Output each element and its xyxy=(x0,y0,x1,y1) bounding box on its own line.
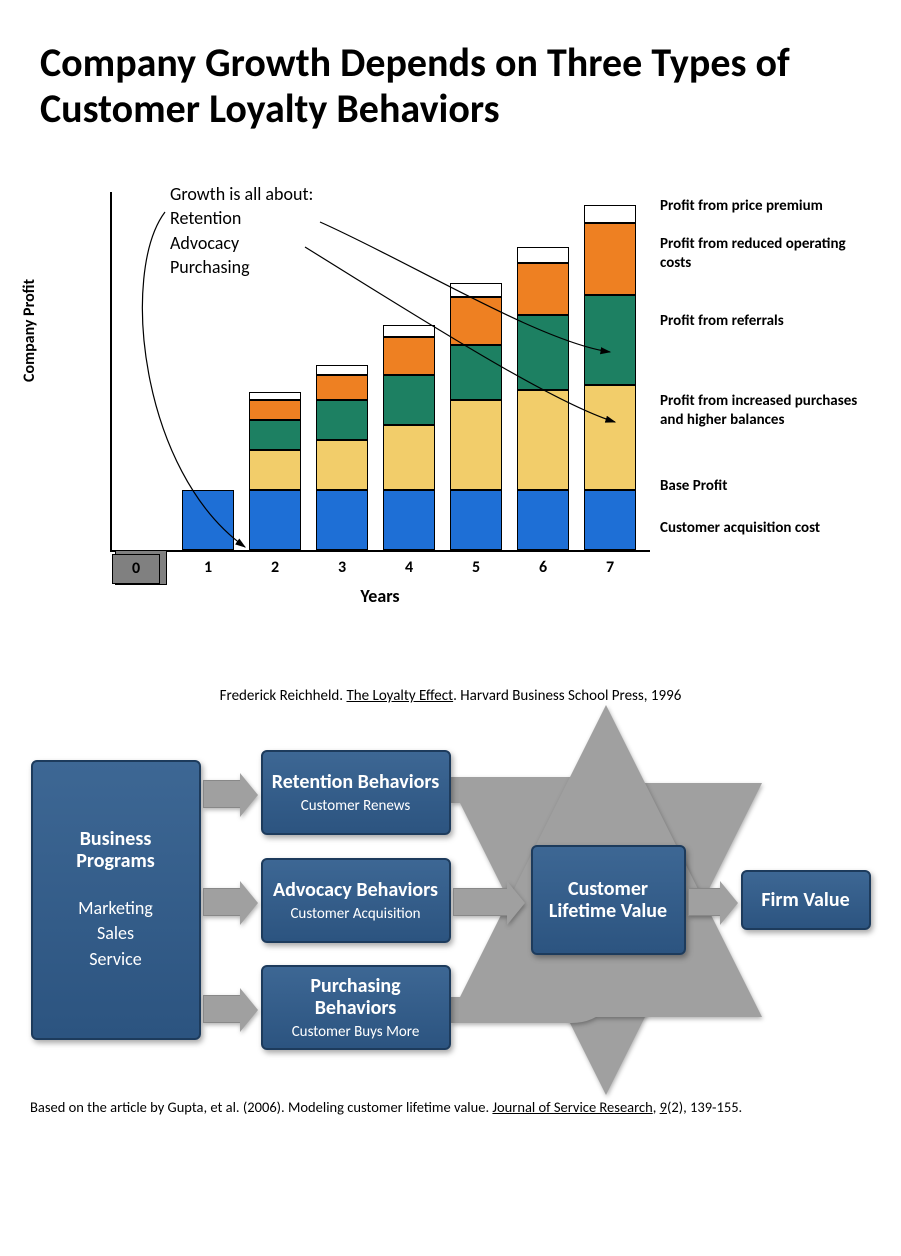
caption-post: . Harvard Business School Press, 1996 xyxy=(453,687,681,705)
caption2-pre: Based on the article by Gupta, et al. (2… xyxy=(30,1098,492,1116)
plot-area: 01234567 Years Growth is all about: Rete… xyxy=(110,192,650,582)
arrow-h-4 xyxy=(688,888,721,916)
legend-base: Base Profit xyxy=(660,477,870,496)
caption2-mid: , xyxy=(653,1098,660,1116)
caption-pre: Frederick Reichheld. xyxy=(220,687,347,705)
x-ticks: 0 1234567 xyxy=(110,554,650,582)
node-adv: Advocacy BehaviorsCustomer Acquisition xyxy=(261,858,451,943)
xtick-7: 7 xyxy=(584,558,636,577)
node-biz: Business ProgramsMarketing Sales Service xyxy=(31,760,201,1040)
arrow-h-2 xyxy=(203,995,241,1023)
xtick-2: 2 xyxy=(249,558,301,577)
page-title: Company Growth Depends on Three Types of… xyxy=(40,40,861,132)
legend-ref: Profit from referrals xyxy=(660,312,870,331)
caption2-journal: Journal of Service Research xyxy=(492,1098,652,1116)
legend-acq: Customer acquisition cost xyxy=(660,519,870,538)
chart-caption: Frederick Reichheld. The Loyalty Effect.… xyxy=(30,687,871,705)
y-axis-label: Company Profit xyxy=(20,279,39,382)
profit-chart: Company Profit 01234567 Years Growth is … xyxy=(30,162,870,662)
x-axis xyxy=(110,550,650,552)
legend-oper: Profit from reduced operating costs xyxy=(660,235,870,273)
legend-prem: Profit from price premium xyxy=(660,197,870,216)
arrow-h-1 xyxy=(203,888,241,916)
legend-incr: Profit from increased purchases and high… xyxy=(660,392,870,430)
growth-annotation: Growth is all about: Retention Advocacy … xyxy=(170,182,313,279)
xtick-5: 5 xyxy=(450,558,502,577)
caption-title: The Loyalty Effect xyxy=(346,687,453,705)
node-fv: Firm Value xyxy=(741,870,871,930)
xtick-3: 3 xyxy=(316,558,368,577)
caption2-post: (2), 139-155. xyxy=(667,1098,742,1116)
page: Company Growth Depends on Three Types of… xyxy=(0,0,901,1256)
node-pur: Purchasing BehaviorsCustomer Buys More xyxy=(261,965,451,1050)
xtick-1: 1 xyxy=(182,558,234,577)
arrow-h-3 xyxy=(453,888,508,916)
node-ret: Retention BehaviorsCustomer Renews xyxy=(261,750,451,835)
xtick-6: 6 xyxy=(517,558,569,577)
arrow-h-0 xyxy=(203,780,241,808)
flowchart: Business ProgramsMarketing Sales Service… xyxy=(31,740,871,1070)
node-clv: Customer Lifetime Value xyxy=(531,845,686,955)
caption2-vol: 9 xyxy=(660,1098,667,1116)
xtick-4: 4 xyxy=(383,558,435,577)
xtick-0: 0 xyxy=(112,554,160,584)
x-axis-label: Years xyxy=(110,585,650,607)
flow-caption: Based on the article by Gupta, et al. (2… xyxy=(30,1098,871,1116)
